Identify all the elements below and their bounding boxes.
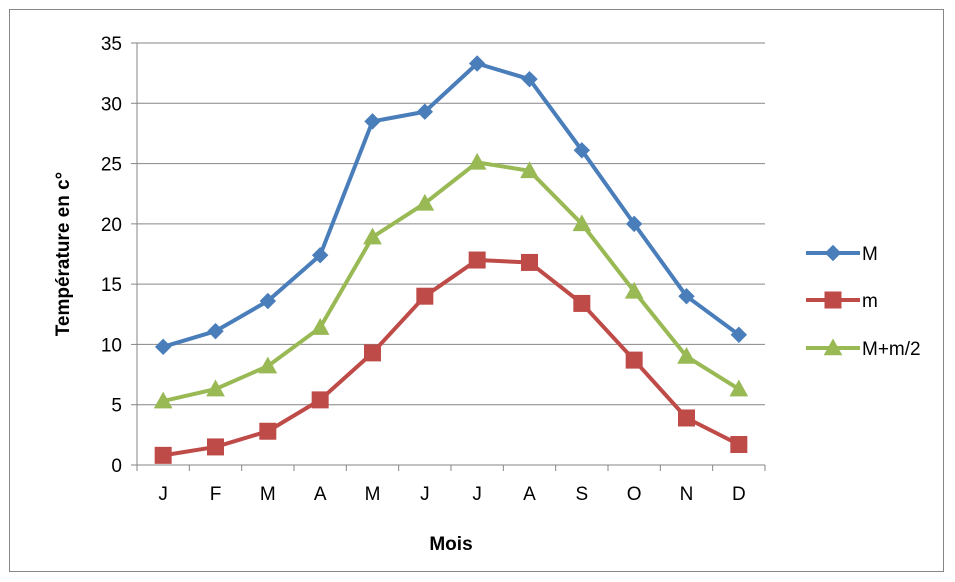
x-tick-label: F bbox=[210, 484, 222, 505]
data-point bbox=[521, 253, 538, 271]
x-tick-label: A bbox=[523, 484, 536, 505]
data-point bbox=[259, 292, 277, 310]
data-point bbox=[520, 161, 539, 179]
data-point bbox=[415, 193, 435, 211]
legend-item: M bbox=[806, 244, 878, 265]
data-point bbox=[824, 244, 842, 262]
data-point bbox=[625, 351, 643, 369]
y-tick-label: 20 bbox=[101, 215, 122, 236]
data-point bbox=[573, 142, 591, 159]
data-point bbox=[572, 214, 592, 232]
y-tick-label: 25 bbox=[101, 155, 122, 176]
data-point bbox=[311, 391, 329, 409]
legend-label: m bbox=[862, 291, 878, 312]
data-point bbox=[467, 152, 487, 170]
x-tick-label: O bbox=[627, 484, 642, 505]
legend-item: m bbox=[806, 291, 878, 312]
data-point bbox=[363, 227, 382, 245]
data-point bbox=[416, 103, 434, 120]
legend-label: M+m/2 bbox=[862, 339, 921, 360]
data-point bbox=[730, 326, 748, 343]
gridlines bbox=[137, 42, 765, 406]
data-point bbox=[468, 55, 486, 72]
data-point bbox=[258, 356, 278, 374]
data-point bbox=[729, 379, 749, 397]
y-tick-label: 15 bbox=[101, 275, 122, 296]
data-point bbox=[624, 281, 644, 299]
data-point bbox=[730, 436, 748, 454]
x-tick-label: D bbox=[732, 484, 746, 505]
data-point bbox=[678, 409, 695, 427]
series-M+m/2 bbox=[153, 152, 749, 409]
x-tick-label: J bbox=[420, 484, 430, 505]
data-point bbox=[311, 246, 329, 264]
x-tick-label: J bbox=[158, 484, 168, 505]
x-tick-label: S bbox=[575, 484, 588, 505]
data-point bbox=[364, 344, 381, 362]
x-tick-label: J bbox=[472, 484, 482, 505]
y-axis-ticks: 0 5 10 15 20 25 30 35 bbox=[101, 34, 137, 477]
legend-label: M bbox=[862, 244, 878, 265]
data-point bbox=[207, 438, 224, 456]
x-axis-title: Mois bbox=[429, 534, 472, 555]
data-point bbox=[677, 346, 696, 364]
data-point bbox=[259, 422, 277, 440]
data-point bbox=[521, 70, 538, 88]
legend: Mm M+m/2 bbox=[806, 244, 921, 360]
y-tick-label: 0 bbox=[111, 456, 122, 477]
data-point bbox=[154, 338, 172, 356]
series-line bbox=[162, 258, 740, 458]
data-point bbox=[416, 287, 434, 305]
series-line bbox=[162, 61, 741, 349]
data-point bbox=[823, 338, 843, 356]
data-point bbox=[625, 215, 643, 233]
data-point bbox=[154, 446, 172, 464]
series-M bbox=[154, 55, 748, 356]
series-line bbox=[162, 160, 740, 404]
data-point bbox=[153, 391, 173, 409]
data-point bbox=[364, 113, 381, 130]
x-tick-label: M bbox=[260, 484, 276, 505]
data-point bbox=[206, 379, 225, 397]
y-tick-label: 30 bbox=[101, 94, 122, 115]
y-tick-label: 35 bbox=[101, 34, 122, 55]
data-point bbox=[573, 294, 591, 312]
data-point bbox=[678, 287, 695, 305]
x-tick-label: N bbox=[680, 484, 694, 505]
series-group bbox=[153, 55, 749, 464]
y-tick-label: 5 bbox=[111, 396, 122, 417]
data-point bbox=[468, 251, 486, 269]
series-m bbox=[154, 251, 748, 464]
y-axis-title: Température en c° bbox=[53, 172, 74, 337]
x-tick-label: M bbox=[365, 484, 381, 505]
legend-item: M+m/2 bbox=[806, 338, 921, 360]
data-point bbox=[310, 318, 330, 335]
data-point bbox=[207, 322, 224, 340]
y-tick-label: 10 bbox=[101, 335, 122, 356]
data-point bbox=[824, 291, 842, 309]
x-tick-label: A bbox=[314, 484, 327, 505]
